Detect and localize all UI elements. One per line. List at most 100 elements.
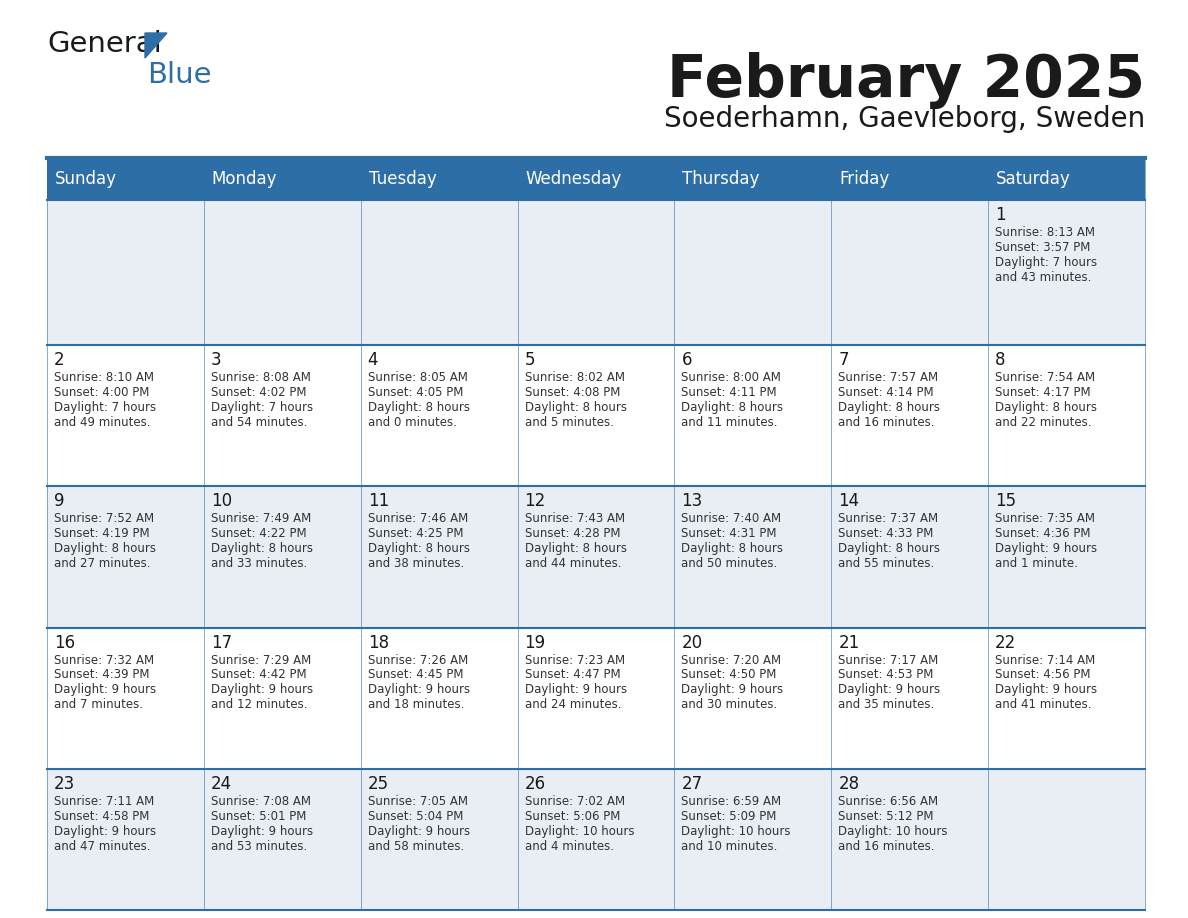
Text: and 12 minutes.: and 12 minutes. <box>210 699 308 711</box>
Text: Sunset: 4:36 PM: Sunset: 4:36 PM <box>996 527 1091 541</box>
Text: Sunset: 4:11 PM: Sunset: 4:11 PM <box>682 386 777 399</box>
Text: and 1 minute.: and 1 minute. <box>996 557 1078 570</box>
Text: Sunrise: 6:59 AM: Sunrise: 6:59 AM <box>682 795 782 808</box>
Text: Sunset: 4:53 PM: Sunset: 4:53 PM <box>839 668 934 681</box>
Text: Sunrise: 7:23 AM: Sunrise: 7:23 AM <box>525 654 625 666</box>
Text: 8: 8 <box>996 351 1006 369</box>
Text: Sunset: 4:00 PM: Sunset: 4:00 PM <box>53 386 150 399</box>
Text: 27: 27 <box>682 775 702 793</box>
Text: Sunrise: 7:05 AM: Sunrise: 7:05 AM <box>368 795 468 808</box>
Text: Sunset: 4:25 PM: Sunset: 4:25 PM <box>368 527 463 541</box>
Text: Sunset: 4:28 PM: Sunset: 4:28 PM <box>525 527 620 541</box>
Text: Daylight: 9 hours: Daylight: 9 hours <box>368 824 469 838</box>
Text: and 55 minutes.: and 55 minutes. <box>839 557 935 570</box>
Text: Sunrise: 7:35 AM: Sunrise: 7:35 AM <box>996 512 1095 525</box>
Text: Daylight: 10 hours: Daylight: 10 hours <box>525 824 634 838</box>
Text: 2: 2 <box>53 351 64 369</box>
Text: Sunrise: 7:52 AM: Sunrise: 7:52 AM <box>53 512 154 525</box>
Text: Sunrise: 7:20 AM: Sunrise: 7:20 AM <box>682 654 782 666</box>
Text: Sunset: 4:19 PM: Sunset: 4:19 PM <box>53 527 150 541</box>
Text: Sunset: 4:42 PM: Sunset: 4:42 PM <box>210 668 307 681</box>
Text: Blue: Blue <box>147 61 211 89</box>
Text: 14: 14 <box>839 492 859 510</box>
Text: Sunset: 4:31 PM: Sunset: 4:31 PM <box>682 527 777 541</box>
Text: Sunrise: 7:14 AM: Sunrise: 7:14 AM <box>996 654 1095 666</box>
Text: Sunrise: 7:29 AM: Sunrise: 7:29 AM <box>210 654 311 666</box>
Text: and 54 minutes.: and 54 minutes. <box>210 416 308 429</box>
Text: Daylight: 8 hours: Daylight: 8 hours <box>368 543 469 555</box>
Text: 18: 18 <box>368 633 388 652</box>
Text: 13: 13 <box>682 492 702 510</box>
Text: 24: 24 <box>210 775 232 793</box>
Text: Sunset: 5:09 PM: Sunset: 5:09 PM <box>682 810 777 823</box>
Text: Daylight: 8 hours: Daylight: 8 hours <box>996 401 1098 414</box>
Text: Sunrise: 6:56 AM: Sunrise: 6:56 AM <box>839 795 939 808</box>
Text: Daylight: 8 hours: Daylight: 8 hours <box>525 401 626 414</box>
Text: Daylight: 10 hours: Daylight: 10 hours <box>839 824 948 838</box>
Text: Daylight: 8 hours: Daylight: 8 hours <box>682 543 783 555</box>
Text: and 4 minutes.: and 4 minutes. <box>525 840 613 853</box>
Text: Daylight: 10 hours: Daylight: 10 hours <box>682 824 791 838</box>
Text: and 11 minutes.: and 11 minutes. <box>682 416 778 429</box>
Text: Daylight: 9 hours: Daylight: 9 hours <box>53 824 156 838</box>
Text: and 5 minutes.: and 5 minutes. <box>525 416 613 429</box>
Text: Daylight: 9 hours: Daylight: 9 hours <box>210 684 312 697</box>
Text: 28: 28 <box>839 775 859 793</box>
Text: Sunset: 4:02 PM: Sunset: 4:02 PM <box>210 386 307 399</box>
Text: and 50 minutes.: and 50 minutes. <box>682 557 778 570</box>
Text: 22: 22 <box>996 633 1017 652</box>
Text: Daylight: 9 hours: Daylight: 9 hours <box>368 684 469 697</box>
Text: Daylight: 9 hours: Daylight: 9 hours <box>210 824 312 838</box>
Text: Daylight: 8 hours: Daylight: 8 hours <box>839 401 940 414</box>
Text: and 44 minutes.: and 44 minutes. <box>525 557 621 570</box>
Text: and 18 minutes.: and 18 minutes. <box>368 699 465 711</box>
Text: and 53 minutes.: and 53 minutes. <box>210 840 308 853</box>
Bar <box>48 628 1145 768</box>
Text: Soederhamn, Gaevleborg, Sweden: Soederhamn, Gaevleborg, Sweden <box>664 105 1145 133</box>
Text: 3: 3 <box>210 351 221 369</box>
Text: and 16 minutes.: and 16 minutes. <box>839 416 935 429</box>
Text: Sunset: 4:33 PM: Sunset: 4:33 PM <box>839 527 934 541</box>
Text: and 47 minutes.: and 47 minutes. <box>53 840 151 853</box>
Text: 20: 20 <box>682 633 702 652</box>
Text: and 27 minutes.: and 27 minutes. <box>53 557 151 570</box>
Text: Daylight: 9 hours: Daylight: 9 hours <box>525 684 627 697</box>
Text: Sunrise: 7:57 AM: Sunrise: 7:57 AM <box>839 371 939 384</box>
Text: Sunset: 4:56 PM: Sunset: 4:56 PM <box>996 668 1091 681</box>
Text: Sunrise: 7:26 AM: Sunrise: 7:26 AM <box>368 654 468 666</box>
Text: Sunrise: 8:02 AM: Sunrise: 8:02 AM <box>525 371 625 384</box>
Text: Sunset: 5:06 PM: Sunset: 5:06 PM <box>525 810 620 823</box>
Text: 15: 15 <box>996 492 1016 510</box>
Bar <box>48 345 1145 487</box>
Text: Sunset: 4:14 PM: Sunset: 4:14 PM <box>839 386 934 399</box>
Text: Daylight: 8 hours: Daylight: 8 hours <box>53 543 156 555</box>
Text: 25: 25 <box>368 775 388 793</box>
Text: and 38 minutes.: and 38 minutes. <box>368 557 465 570</box>
Text: and 49 minutes.: and 49 minutes. <box>53 416 151 429</box>
Bar <box>48 487 1145 628</box>
Text: Tuesday: Tuesday <box>368 170 436 188</box>
Text: Sunset: 4:22 PM: Sunset: 4:22 PM <box>210 527 307 541</box>
Text: 9: 9 <box>53 492 64 510</box>
Text: 4: 4 <box>368 351 378 369</box>
Bar <box>48 768 1145 910</box>
Text: Friday: Friday <box>839 170 890 188</box>
Text: and 10 minutes.: and 10 minutes. <box>682 840 778 853</box>
Text: Sunrise: 7:54 AM: Sunrise: 7:54 AM <box>996 371 1095 384</box>
Text: 17: 17 <box>210 633 232 652</box>
Text: Daylight: 9 hours: Daylight: 9 hours <box>996 684 1098 697</box>
Text: Sunrise: 8:10 AM: Sunrise: 8:10 AM <box>53 371 154 384</box>
Text: Sunrise: 7:46 AM: Sunrise: 7:46 AM <box>368 512 468 525</box>
Text: 6: 6 <box>682 351 691 369</box>
Text: Sunrise: 8:05 AM: Sunrise: 8:05 AM <box>368 371 468 384</box>
Text: 26: 26 <box>525 775 545 793</box>
Text: and 43 minutes.: and 43 minutes. <box>996 271 1092 284</box>
Text: Saturday: Saturday <box>997 170 1070 188</box>
Text: Daylight: 8 hours: Daylight: 8 hours <box>368 401 469 414</box>
Text: Thursday: Thursday <box>682 170 760 188</box>
Text: Daylight: 8 hours: Daylight: 8 hours <box>682 401 783 414</box>
Text: 7: 7 <box>839 351 848 369</box>
Text: Sunrise: 7:49 AM: Sunrise: 7:49 AM <box>210 512 311 525</box>
Text: Monday: Monday <box>211 170 277 188</box>
Text: 11: 11 <box>368 492 388 510</box>
